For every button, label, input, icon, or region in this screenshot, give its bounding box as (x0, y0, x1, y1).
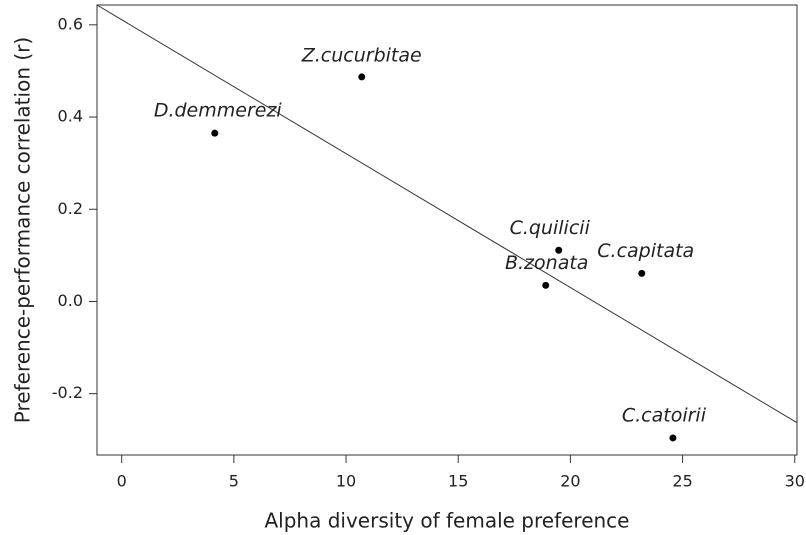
x-tick-label: 15 (448, 472, 468, 491)
y-axis-label: Preference-performance correlation (r) (11, 37, 35, 423)
y-tick-label: 0.6 (58, 14, 83, 33)
y-tick-label: -0.2 (52, 383, 83, 402)
x-tick-label: 20 (560, 472, 580, 491)
x-tick-label: 30 (785, 472, 805, 491)
y-tick-label: 0.0 (58, 291, 83, 310)
point-label: B.zonata (505, 252, 588, 274)
y-tick-label: 0.4 (58, 107, 83, 126)
point-label: D.demmerezi (154, 100, 283, 122)
point (211, 129, 219, 137)
point (638, 269, 646, 277)
point-label: C.quilicii (510, 217, 591, 239)
point (669, 434, 677, 442)
point (358, 73, 366, 81)
x-tick-label: 25 (672, 472, 692, 491)
point-label: C.capitata (597, 240, 694, 262)
y-tick-label: 0.2 (58, 199, 83, 218)
x-tick-label: 10 (336, 472, 356, 491)
x-tick-label: 5 (229, 472, 239, 491)
x-tick-label: 0 (117, 472, 127, 491)
x-axis-label: Alpha diversity of female preference (265, 509, 630, 533)
point-label: Z.cucurbitae (301, 44, 422, 66)
point (542, 281, 550, 289)
point (555, 246, 563, 254)
point-label: C.catoirii (622, 404, 707, 426)
trend-line (96, 4, 798, 424)
plot-frame (96, 4, 798, 456)
